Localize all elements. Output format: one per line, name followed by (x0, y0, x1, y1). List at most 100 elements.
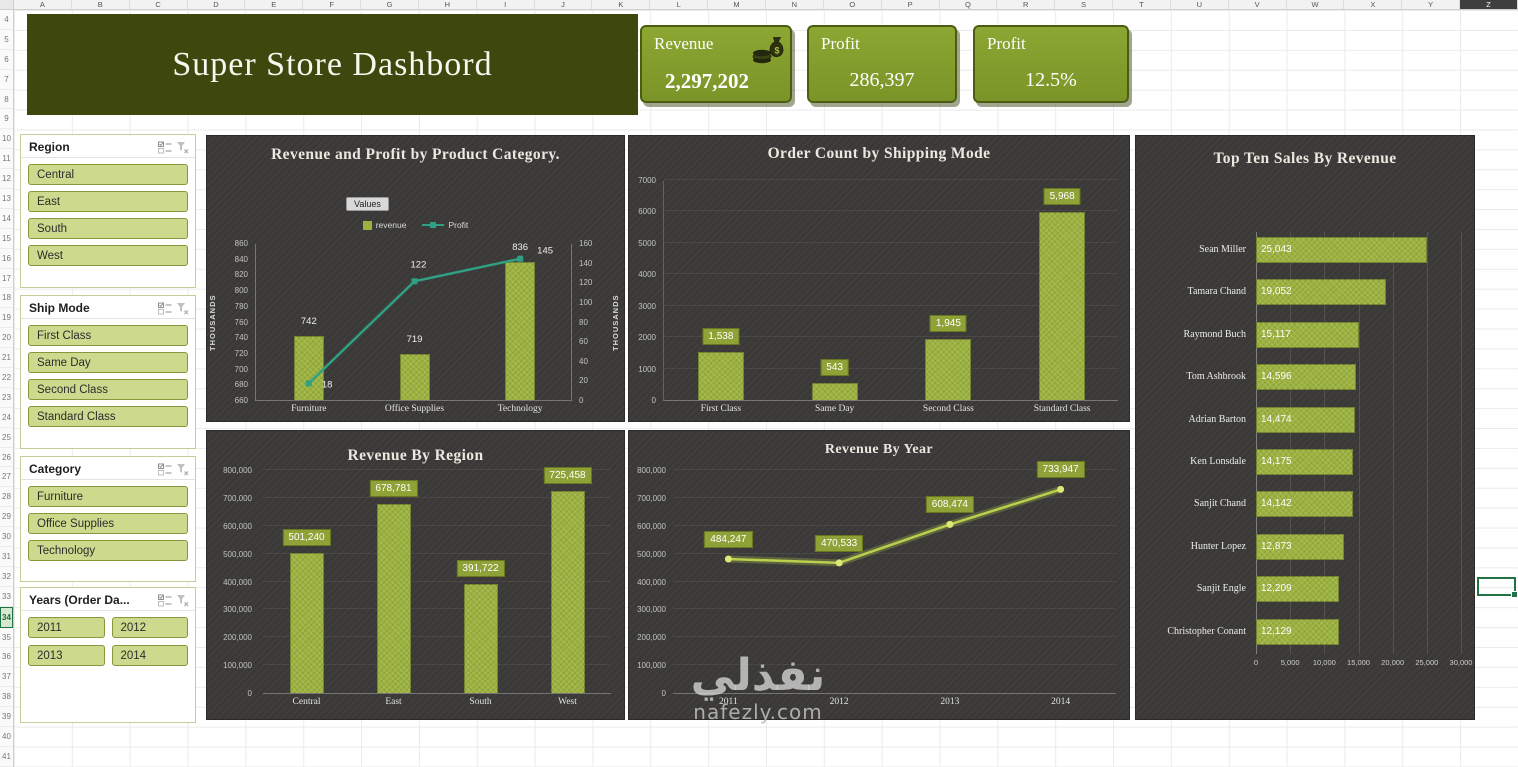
slicer-item-2013[interactable]: 2013 (28, 645, 105, 666)
row-header-20[interactable]: 20 (0, 328, 13, 349)
slicer-item-2011[interactable]: 2011 (28, 617, 105, 638)
column-header-X[interactable]: X (1344, 0, 1403, 9)
bar-first-class[interactable] (697, 351, 744, 400)
row-header-38[interactable]: 38 (0, 687, 13, 708)
row-header-41[interactable]: 41 (0, 747, 13, 767)
row-header-18[interactable]: 18 (0, 288, 13, 309)
row-header-6[interactable]: 6 (0, 50, 13, 70)
row-header-22[interactable]: 22 (0, 368, 13, 388)
clear-filter-icon[interactable] (176, 302, 189, 315)
row-header-32[interactable]: 32 (0, 567, 13, 587)
row-header-26[interactable]: 26 (0, 448, 13, 468)
column-header-P[interactable]: P (882, 0, 940, 9)
row-header-34[interactable]: 34 (0, 606, 13, 628)
selected-cell[interactable] (1477, 577, 1518, 598)
column-header-Z[interactable]: Z (1460, 0, 1518, 9)
column-header-W[interactable]: W (1287, 0, 1345, 9)
column-header-S[interactable]: S (1055, 0, 1114, 9)
row-header-37[interactable]: 37 (0, 667, 13, 688)
bar-office-supplies[interactable] (399, 353, 430, 400)
slicer-item-second-class[interactable]: Second Class (28, 379, 188, 400)
bar-tom-ashbrook[interactable] (1256, 364, 1356, 391)
row-header-11[interactable]: 11 (0, 149, 13, 170)
row-header-13[interactable]: 13 (0, 189, 13, 209)
slicer-item-west[interactable]: West (28, 245, 188, 266)
multi-select-icon[interactable] (158, 141, 172, 154)
bar-christopher-conant[interactable] (1256, 618, 1339, 645)
row-header-30[interactable]: 30 (0, 527, 13, 548)
column-header-V[interactable]: V (1229, 0, 1287, 9)
column-header-D[interactable]: D (188, 0, 246, 9)
row-header-36[interactable]: 36 (0, 648, 13, 668)
column-header-A[interactable]: A (14, 0, 72, 9)
bar-hunter-lopez[interactable] (1256, 533, 1344, 560)
select-all-corner[interactable] (0, 0, 14, 10)
column-header-L[interactable]: L (650, 0, 709, 9)
row-header-28[interactable]: 28 (0, 487, 13, 508)
slicer-item-2014[interactable]: 2014 (111, 645, 188, 666)
profit-line-series[interactable] (256, 244, 573, 401)
multi-select-icon[interactable] (158, 463, 172, 476)
column-header-B[interactable]: B (72, 0, 130, 9)
multi-select-icon[interactable] (158, 302, 172, 315)
bar-second-class[interactable] (925, 338, 972, 400)
slicer-item-south[interactable]: South (28, 218, 188, 239)
row-header-29[interactable]: 29 (0, 507, 13, 528)
bar-sanjit-engle[interactable] (1256, 576, 1340, 603)
bar-tamara-chand[interactable] (1256, 279, 1387, 306)
row-header-16[interactable]: 16 (0, 249, 13, 269)
bar-technology[interactable] (505, 261, 536, 400)
bar-raymond-buch[interactable] (1256, 321, 1360, 348)
bar-same-day[interactable] (811, 382, 858, 400)
bar-standard-class[interactable] (1039, 212, 1086, 400)
column-header-Q[interactable]: Q (940, 0, 998, 9)
slicer-item-central[interactable]: Central (28, 164, 188, 185)
slicer-item-same-day[interactable]: Same Day (28, 352, 188, 373)
column-header-K[interactable]: K (592, 0, 651, 9)
row-header-17[interactable]: 17 (0, 269, 13, 289)
row-header-23[interactable]: 23 (0, 388, 13, 408)
row-header-9[interactable]: 9 (0, 109, 13, 130)
column-header-I[interactable]: I (477, 0, 535, 9)
clear-filter-icon[interactable] (176, 594, 189, 607)
bar-sanjit-chand[interactable] (1256, 491, 1353, 518)
slicer-item-furniture[interactable]: Furniture (28, 486, 188, 507)
column-header-H[interactable]: H (419, 0, 477, 9)
slicer-item-east[interactable]: East (28, 191, 188, 212)
row-header-14[interactable]: 14 (0, 209, 13, 229)
row-header-5[interactable]: 5 (0, 30, 13, 50)
row-header-19[interactable]: 19 (0, 308, 13, 329)
row-header-27[interactable]: 27 (0, 467, 13, 488)
bar-west[interactable] (550, 490, 585, 693)
revenue-line-series[interactable] (673, 471, 1116, 694)
row-header-39[interactable]: 39 (0, 707, 13, 728)
column-header-J[interactable]: J (535, 0, 593, 9)
column-header-Y[interactable]: Y (1402, 0, 1461, 9)
row-header-8[interactable]: 8 (0, 90, 13, 110)
column-header-M[interactable]: M (708, 0, 766, 9)
slicer-item-standard-class[interactable]: Standard Class (28, 406, 188, 427)
column-header-O[interactable]: O (824, 0, 882, 9)
column-header-C[interactable]: C (130, 0, 188, 9)
column-header-N[interactable]: N (766, 0, 824, 9)
slicer-item-office-supplies[interactable]: Office Supplies (28, 513, 188, 534)
slicer-item-technology[interactable]: Technology (28, 540, 188, 561)
row-header-24[interactable]: 24 (0, 408, 13, 428)
row-header-10[interactable]: 10 (0, 129, 13, 150)
column-header-R[interactable]: R (997, 0, 1056, 9)
row-header-25[interactable]: 25 (0, 428, 13, 448)
column-header-G[interactable]: G (361, 0, 419, 9)
column-header-F[interactable]: F (303, 0, 362, 9)
multi-select-icon[interactable] (158, 594, 172, 607)
column-header-E[interactable]: E (245, 0, 304, 9)
row-header-31[interactable]: 31 (0, 547, 13, 567)
row-header-4[interactable]: 4 (0, 10, 13, 30)
row-header-35[interactable]: 35 (0, 628, 13, 648)
values-field-button[interactable]: Values (346, 197, 389, 211)
clear-filter-icon[interactable] (176, 141, 189, 154)
row-header-21[interactable]: 21 (0, 348, 13, 369)
bar-ken-lonsdale[interactable] (1256, 449, 1353, 475)
slicer-item-2012[interactable]: 2012 (111, 617, 188, 638)
row-header-33[interactable]: 33 (0, 587, 13, 607)
bar-sean-miller[interactable] (1256, 237, 1428, 263)
